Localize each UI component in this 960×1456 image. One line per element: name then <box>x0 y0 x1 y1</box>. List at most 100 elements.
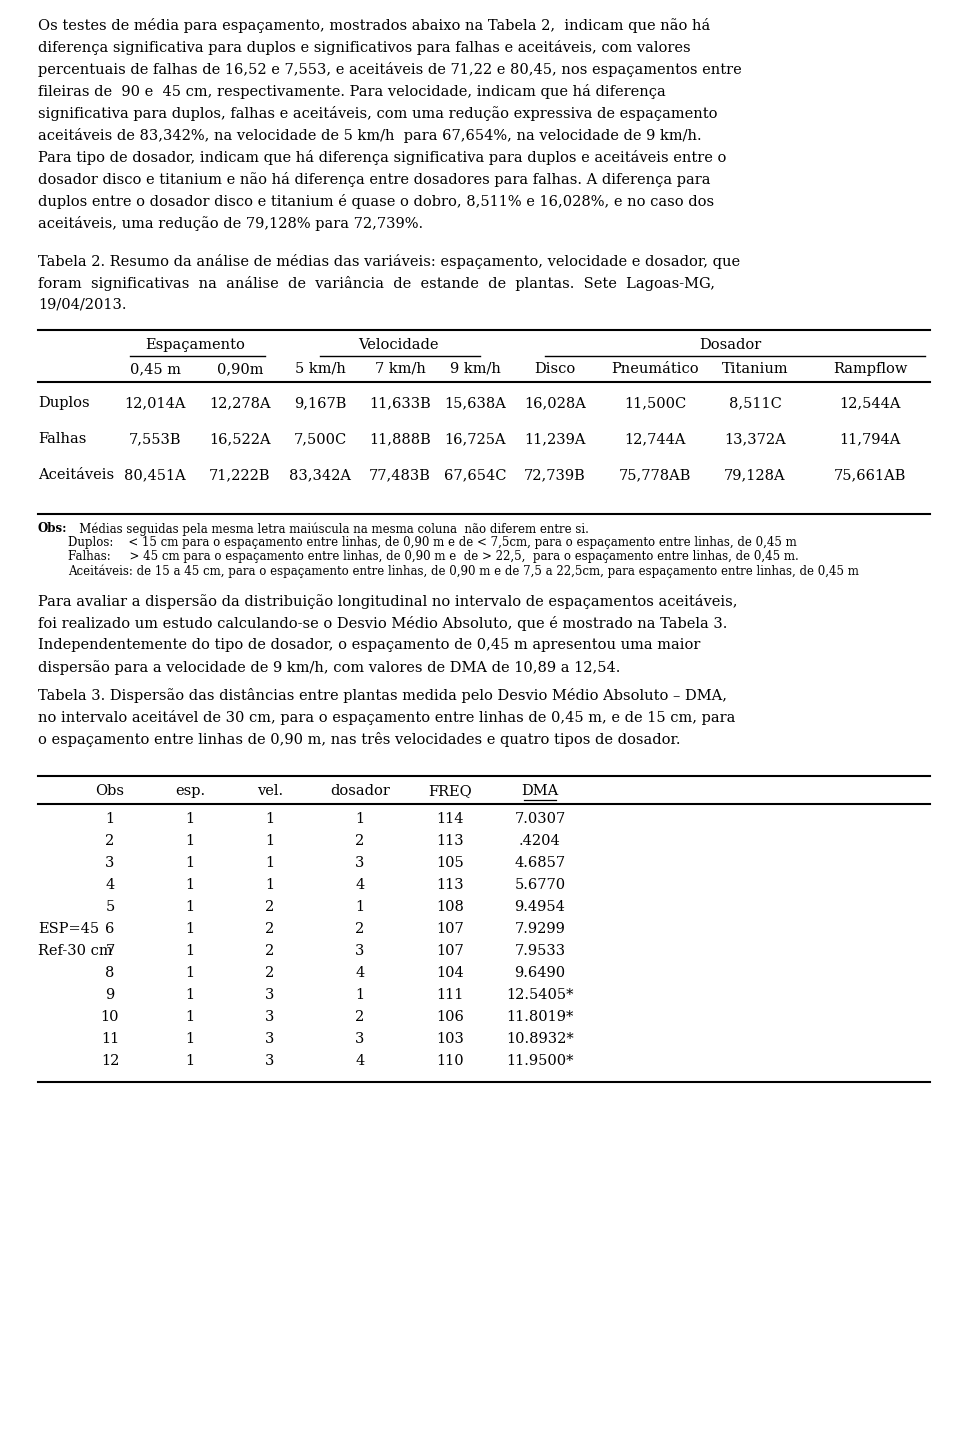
Text: 7.9533: 7.9533 <box>515 943 565 958</box>
Text: 15,638A: 15,638A <box>444 396 506 411</box>
Text: 113: 113 <box>436 834 464 847</box>
Text: 4: 4 <box>355 878 365 893</box>
Text: 2: 2 <box>265 922 275 936</box>
Text: 113: 113 <box>436 878 464 893</box>
Text: fileiras de  90 e  45 cm, respectivamente. Para velocidade, indicam que há difer: fileiras de 90 e 45 cm, respectivamente.… <box>38 84 665 99</box>
Text: 9.4954: 9.4954 <box>515 900 565 914</box>
Text: 1: 1 <box>355 812 365 826</box>
Text: 1: 1 <box>185 856 195 871</box>
Text: 10.8932*: 10.8932* <box>506 1032 574 1045</box>
Text: Os testes de média para espaçamento, mostrados abaixo na Tabela 2,  indicam que : Os testes de média para espaçamento, mos… <box>38 17 710 33</box>
Text: 1: 1 <box>265 856 275 871</box>
Text: Independentemente do tipo de dosador, o espaçamento de 0,45 m apresentou uma mai: Independentemente do tipo de dosador, o … <box>38 638 701 652</box>
Text: Pneumático: Pneumático <box>612 363 699 376</box>
Text: o espaçamento entre linhas de 0,90 m, nas três velocidades e quatro tipos de dos: o espaçamento entre linhas de 0,90 m, na… <box>38 732 681 747</box>
Text: 1: 1 <box>185 812 195 826</box>
Text: vel.: vel. <box>257 783 283 798</box>
Text: 7,500C: 7,500C <box>294 432 347 446</box>
Text: Aceitáveis: de 15 a 45 cm, para o espaçamento entre linhas, de 0,90 m e de 7,5 a: Aceitáveis: de 15 a 45 cm, para o espaça… <box>68 563 859 578</box>
Text: Aceitáveis: Aceitáveis <box>38 467 114 482</box>
Text: 12,278A: 12,278A <box>209 396 271 411</box>
Text: 103: 103 <box>436 1032 464 1045</box>
Text: 7: 7 <box>106 943 114 958</box>
Text: 11: 11 <box>101 1032 119 1045</box>
Text: diferença significativa para duplos e significativos para falhas e aceitáveis, c: diferença significativa para duplos e si… <box>38 39 690 55</box>
Text: 3: 3 <box>355 1032 365 1045</box>
Text: 104: 104 <box>436 965 464 980</box>
Text: Obs: Obs <box>95 783 125 798</box>
Text: 114: 114 <box>436 812 464 826</box>
Text: 72,739B: 72,739B <box>524 467 586 482</box>
Text: 11.9500*: 11.9500* <box>506 1054 574 1069</box>
Text: Disco: Disco <box>535 363 576 376</box>
Text: 11,794A: 11,794A <box>839 432 900 446</box>
Text: 9.6490: 9.6490 <box>515 965 565 980</box>
Text: 11,888B: 11,888B <box>370 432 431 446</box>
Text: 12.5405*: 12.5405* <box>506 989 574 1002</box>
Text: 1: 1 <box>185 1032 195 1045</box>
Text: 2: 2 <box>355 1010 365 1024</box>
Text: 12: 12 <box>101 1054 119 1069</box>
Text: 11,500C: 11,500C <box>624 396 686 411</box>
Text: Rampflow: Rampflow <box>833 363 907 376</box>
Text: 10: 10 <box>101 1010 119 1024</box>
Text: 4: 4 <box>355 965 365 980</box>
Text: FREQ: FREQ <box>428 783 472 798</box>
Text: 75,661AB: 75,661AB <box>834 467 906 482</box>
Text: 2: 2 <box>265 943 275 958</box>
Text: 4.6857: 4.6857 <box>515 856 565 871</box>
Text: 106: 106 <box>436 1010 464 1024</box>
Text: ESP=45: ESP=45 <box>38 922 99 936</box>
Text: dosador disco e titanium e não há diferença entre dosadores para falhas. A difer: dosador disco e titanium e não há difere… <box>38 172 710 186</box>
Text: aceitáveis, uma redução de 79,128% para 72,739%.: aceitáveis, uma redução de 79,128% para … <box>38 215 423 232</box>
Text: Obs:: Obs: <box>38 523 67 534</box>
Text: 0,45 m: 0,45 m <box>130 363 180 376</box>
Text: 7,553B: 7,553B <box>129 432 181 446</box>
Text: 16,725A: 16,725A <box>444 432 506 446</box>
Text: 83,342A: 83,342A <box>289 467 351 482</box>
Text: 1: 1 <box>265 812 275 826</box>
Text: 107: 107 <box>436 922 464 936</box>
Text: 3: 3 <box>265 1032 275 1045</box>
Text: significativa para duplos, falhas e aceitáveis, com uma redução expressiva de es: significativa para duplos, falhas e acei… <box>38 106 717 121</box>
Text: duplos entre o dosador disco e titanium é quase o dobro, 8,511% e 16,028%, e no : duplos entre o dosador disco e titanium … <box>38 194 714 210</box>
Text: 2: 2 <box>355 922 365 936</box>
Text: 3: 3 <box>265 989 275 1002</box>
Text: 0,90m: 0,90m <box>217 363 263 376</box>
Text: 9: 9 <box>106 989 114 1002</box>
Text: 19/04/2013.: 19/04/2013. <box>38 298 127 312</box>
Text: 1: 1 <box>106 812 114 826</box>
Text: 11,633B: 11,633B <box>370 396 431 411</box>
Text: 16,522A: 16,522A <box>209 432 271 446</box>
Text: 5.6770: 5.6770 <box>515 878 565 893</box>
Text: 11.8019*: 11.8019* <box>506 1010 574 1024</box>
Text: Falhas: Falhas <box>38 432 86 446</box>
Text: 1: 1 <box>185 965 195 980</box>
Text: 107: 107 <box>436 943 464 958</box>
Text: esp.: esp. <box>175 783 205 798</box>
Text: 75,778AB: 75,778AB <box>619 467 691 482</box>
Text: Dosador: Dosador <box>699 338 761 352</box>
Text: 9 km/h: 9 km/h <box>449 363 500 376</box>
Text: 13,372A: 13,372A <box>724 432 786 446</box>
Text: dosador: dosador <box>330 783 390 798</box>
Text: 9,167B: 9,167B <box>294 396 347 411</box>
Text: 2: 2 <box>355 834 365 847</box>
Text: 4: 4 <box>106 878 114 893</box>
Text: 6: 6 <box>106 922 114 936</box>
Text: Titanium: Titanium <box>722 363 788 376</box>
Text: 12,014A: 12,014A <box>124 396 185 411</box>
Text: percentuais de falhas de 16,52 e 7,553, e aceitáveis de 71,22 e 80,45, nos espaç: percentuais de falhas de 16,52 e 7,553, … <box>38 63 742 77</box>
Text: Para avaliar a dispersão da distribuição longitudinal no intervalo de espaçament: Para avaliar a dispersão da distribuição… <box>38 594 737 609</box>
Text: 1: 1 <box>185 1010 195 1024</box>
Text: 79,128A: 79,128A <box>724 467 786 482</box>
Text: 2: 2 <box>265 965 275 980</box>
Text: 1: 1 <box>185 878 195 893</box>
Text: 3: 3 <box>265 1010 275 1024</box>
Text: 1: 1 <box>265 878 275 893</box>
Text: 11,239A: 11,239A <box>524 432 586 446</box>
Text: 1: 1 <box>265 834 275 847</box>
Text: 1: 1 <box>185 943 195 958</box>
Text: 3: 3 <box>265 1054 275 1069</box>
Text: Médias seguidas pela mesma letra maiúscula na mesma coluna  não diferem entre si: Médias seguidas pela mesma letra maiúscu… <box>68 523 588 536</box>
